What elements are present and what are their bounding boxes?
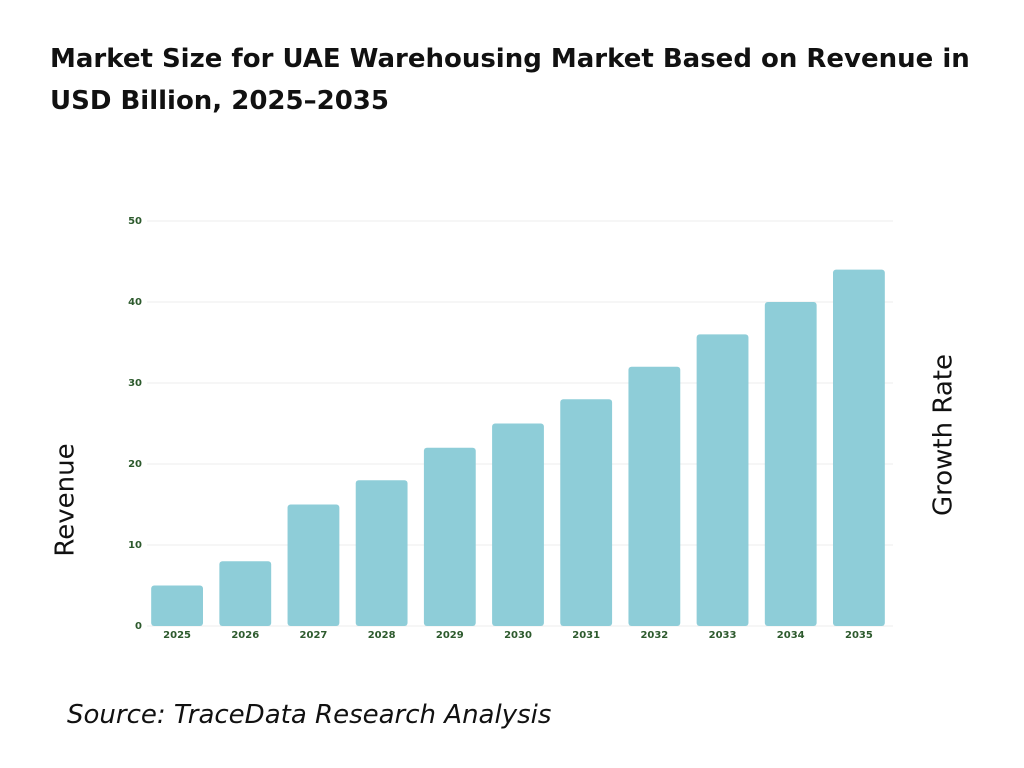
x-tick-label: 2035	[845, 630, 873, 641]
x-tick-label: 2031	[572, 630, 600, 641]
x-tick-label: 2033	[709, 630, 737, 641]
bar	[423, 447, 476, 626]
bar	[219, 561, 272, 626]
source-note: Source: TraceData Research Analysis	[67, 700, 552, 730]
x-tick-label: 2030	[504, 630, 532, 641]
bar	[492, 423, 544, 626]
x-tick-label: 2029	[436, 630, 464, 641]
x-tick-label: 2034	[777, 630, 805, 641]
x-tick-label: 2026	[231, 630, 259, 641]
y-tick-label: 40	[128, 297, 142, 308]
bar	[696, 334, 749, 626]
y-tick-label: 0	[135, 621, 142, 632]
bar	[560, 399, 613, 626]
bar	[833, 269, 885, 626]
x-tick-label: 2028	[368, 630, 396, 641]
x-tick-label: 2025	[163, 630, 191, 641]
y2-axis-label: Growth Rate	[929, 354, 959, 516]
bar	[151, 585, 203, 626]
x-tick-label: 2027	[300, 630, 328, 641]
x-tick-label: 2032	[640, 630, 668, 641]
bar	[287, 504, 340, 626]
y-axis-label: Revenue	[51, 443, 81, 556]
bar	[628, 366, 681, 626]
y-tick-label: 30	[128, 378, 142, 389]
y-tick-label: 10	[128, 540, 142, 551]
bar	[355, 480, 408, 626]
chart-title: Market Size for UAE Warehousing Market B…	[50, 44, 970, 116]
y-tick-label: 20	[128, 459, 142, 470]
y-tick-label: 50	[128, 216, 142, 227]
bar	[764, 302, 817, 626]
